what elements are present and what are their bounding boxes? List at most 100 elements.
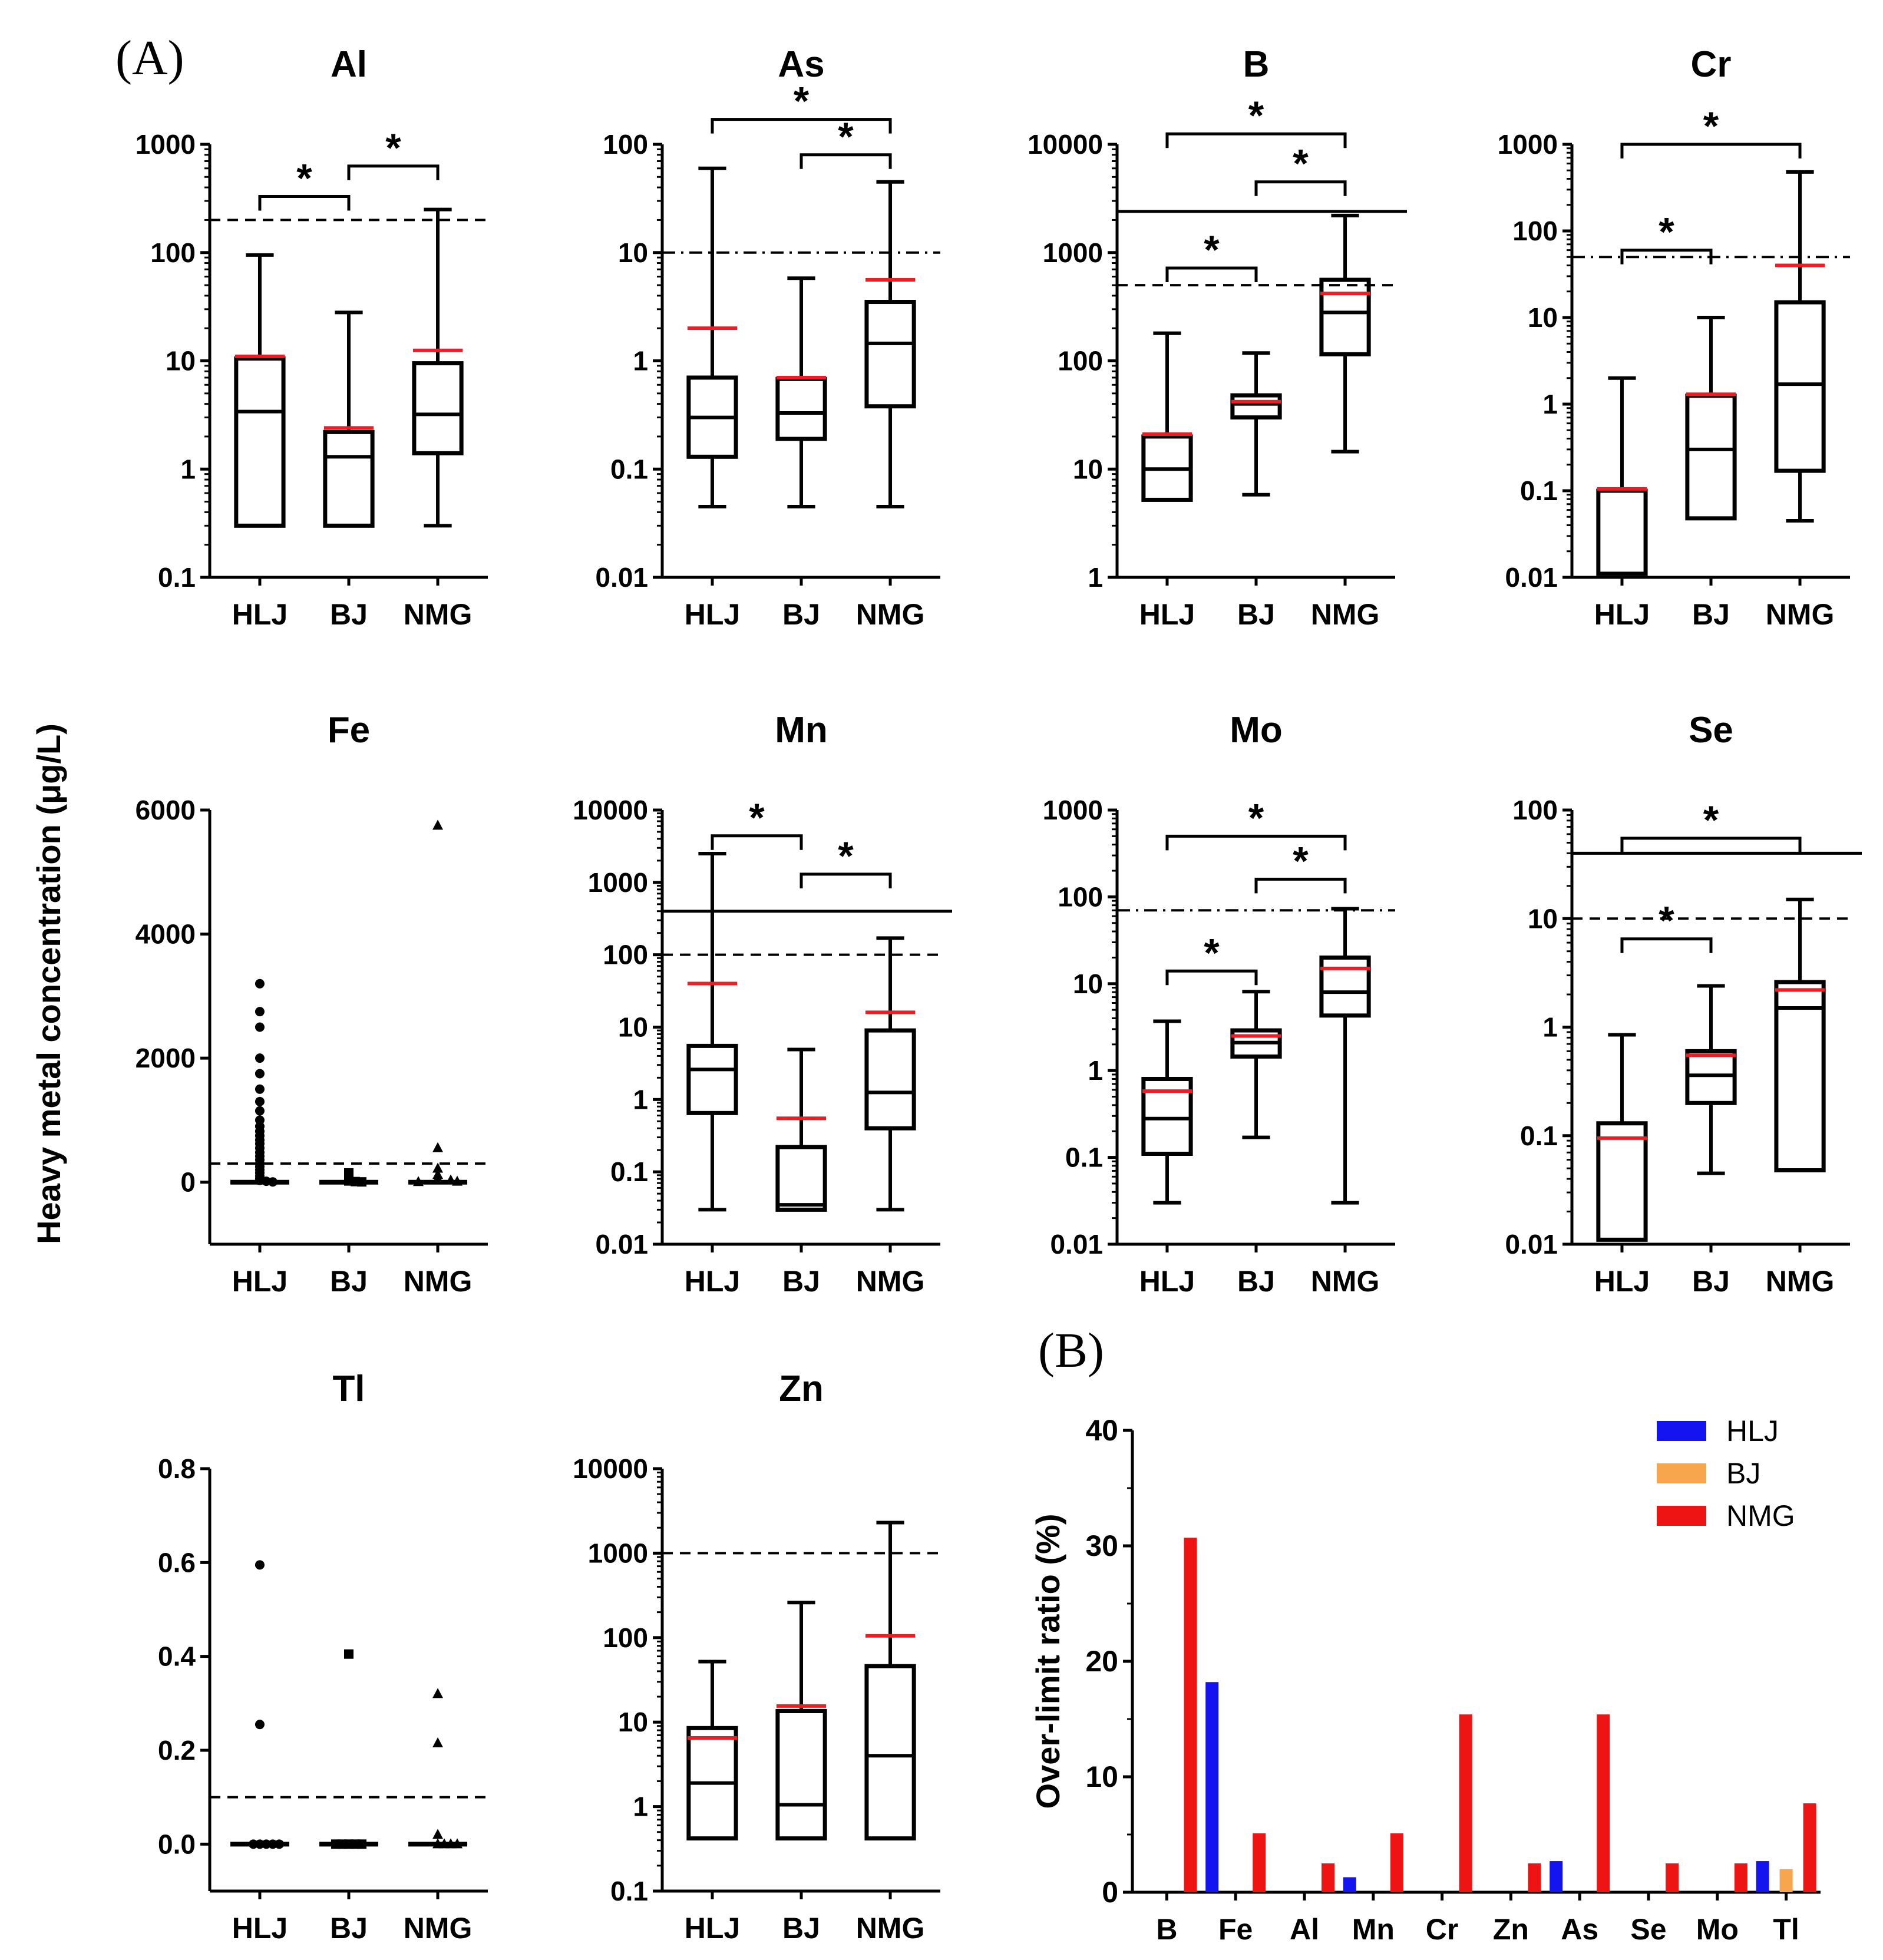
y-tick-label: 10000 xyxy=(1028,129,1103,160)
significance-star: * xyxy=(749,795,765,840)
significance-star: * xyxy=(838,114,854,159)
significance-bracket xyxy=(1620,143,1802,158)
y-tick-label: 30 xyxy=(1085,1529,1118,1562)
bar xyxy=(1756,1861,1769,1892)
chart-mo: Mo 0.01 0.1 1 10 100 1000 HLJ BJ NMG * * * xyxy=(1043,710,1395,1298)
y-tick-label: 10 xyxy=(618,1012,648,1043)
y-tick-label: 100 xyxy=(1512,216,1558,246)
y-tick-label: 10 xyxy=(1528,903,1558,934)
significance-bracket xyxy=(1165,266,1258,282)
x-category-label: NMG xyxy=(1766,1265,1835,1298)
y-tick-label: 10 xyxy=(1073,969,1103,999)
bar xyxy=(1253,1833,1266,1892)
data-point xyxy=(432,1142,444,1152)
y-tick-label: 0.0 xyxy=(158,1829,196,1859)
x-category-label: HLJ xyxy=(1594,1265,1650,1298)
bar xyxy=(1184,1538,1197,1892)
x-category-label: BJ xyxy=(782,1912,820,1945)
x-category-label: As xyxy=(1561,1913,1598,1946)
x-category-label: Al xyxy=(1290,1913,1319,1946)
box-iqr xyxy=(864,1028,916,1131)
x-category-label: NMG xyxy=(404,1912,473,1945)
x-category-label: HLJ xyxy=(232,598,288,631)
shared-y-axis-title: Heavy metal concentration (μg/L) xyxy=(30,723,67,1244)
box-iqr xyxy=(1319,277,1371,356)
y-tick-label: 1 xyxy=(1088,1055,1103,1086)
box-iqr xyxy=(775,1145,827,1212)
data-point xyxy=(255,1007,265,1017)
box-iqr xyxy=(864,300,916,409)
plot-title: Mn xyxy=(775,710,828,751)
significance-bracket xyxy=(1165,834,1347,851)
bar xyxy=(1205,1682,1219,1892)
x-category-label: Fe xyxy=(1218,1913,1253,1946)
x-category-label: BJ xyxy=(782,1265,820,1298)
x-category-label: HLJ xyxy=(685,1912,740,1945)
data-point xyxy=(432,819,444,830)
y-tick-label: 10 xyxy=(618,1707,648,1737)
y-tick-label: 0.1 xyxy=(610,1876,648,1906)
y-tick-label: 0.1 xyxy=(610,454,648,484)
y-tick-label: 100 xyxy=(1058,881,1103,912)
x-category-label: HLJ xyxy=(232,1912,288,1945)
y-tick-label: 1000 xyxy=(1043,795,1103,825)
plot-title: B xyxy=(1243,44,1270,85)
plot-title: Mo xyxy=(1230,710,1283,751)
y-tick-label: 1000 xyxy=(1498,129,1558,160)
significance-bracket xyxy=(1165,132,1347,148)
chart-fe: Fe 0 2000 4000 6000 HLJ BJ NMG xyxy=(136,710,488,1298)
x-category-label: BJ xyxy=(1237,1265,1275,1298)
data-point xyxy=(255,1053,265,1063)
x-category-label: BJ xyxy=(1692,598,1730,631)
data-point xyxy=(432,1829,444,1839)
chart-tl: Tl 0.0 0.2 0.4 0.6 0.8 HLJ BJ NMG xyxy=(158,1369,488,1945)
y-tick-label: 0.4 xyxy=(158,1641,196,1672)
chart-se: Se 0.01 0.1 1 10 100 HLJ BJ NMG * * xyxy=(1505,710,1862,1298)
box-iqr xyxy=(1685,394,1737,521)
significance-bracket xyxy=(1165,969,1258,986)
significance-star: * xyxy=(838,834,854,878)
y-tick-label: 1 xyxy=(180,454,196,484)
y-tick-label: 0.1 xyxy=(1065,1142,1103,1173)
box-iqr xyxy=(1774,980,1826,1172)
y-tick-label: 0.1 xyxy=(610,1156,648,1187)
bar xyxy=(1734,1863,1747,1892)
y-tick-label: 100 xyxy=(603,129,648,160)
y-tick-label: 10000 xyxy=(573,795,648,825)
data-point xyxy=(432,1688,444,1698)
bar xyxy=(1322,1863,1334,1892)
x-category-label: Mo xyxy=(1696,1913,1739,1946)
box-iqr xyxy=(686,1043,738,1115)
significance-bracket xyxy=(347,164,440,180)
x-category-label: HLJ xyxy=(1139,1265,1195,1298)
y-tick-label: 4000 xyxy=(136,919,196,950)
x-category-label: Se xyxy=(1630,1913,1666,1946)
y-tick-label: 2000 xyxy=(136,1043,196,1073)
x-category-label: HLJ xyxy=(232,1265,288,1298)
legend-label: BJ xyxy=(1726,1457,1760,1490)
y-tick-label: 100 xyxy=(603,940,648,970)
y-tick-label: 40 xyxy=(1085,1414,1118,1447)
box-iqr xyxy=(775,1709,827,1841)
y-tick-label: 10 xyxy=(166,346,196,376)
x-category-label: NMG xyxy=(856,1265,925,1298)
x-category-label: BJ xyxy=(1692,1265,1730,1298)
y-tick-label: 0.01 xyxy=(1505,1229,1558,1260)
chart-cr: Cr 0.01 0.1 1 10 100 1000 HLJ BJ NMG * * xyxy=(1498,44,1850,631)
bar xyxy=(1390,1833,1403,1892)
x-category-label: NMG xyxy=(1311,598,1380,631)
x-category-label: Tl xyxy=(1773,1913,1799,1946)
bar xyxy=(1459,1714,1472,1892)
plot-title: Zn xyxy=(779,1369,824,1409)
bar xyxy=(1597,1714,1610,1892)
plot-title: As xyxy=(778,44,824,85)
plot-title: Tl xyxy=(332,1369,365,1409)
significance-star: * xyxy=(1293,838,1309,883)
y-tick-label: 1 xyxy=(633,346,648,376)
x-category-label: BJ xyxy=(330,1265,368,1298)
chart-over-limit-ratio: 0 10 20 30 40 Over-limit ratio (%) B Fe Al Mn Cr Zn… xyxy=(1029,1414,1821,1946)
bar xyxy=(1343,1877,1356,1892)
x-category-label: NMG xyxy=(856,1912,925,1945)
data-point xyxy=(432,1162,444,1173)
x-category-label: NMG xyxy=(1311,1265,1380,1298)
